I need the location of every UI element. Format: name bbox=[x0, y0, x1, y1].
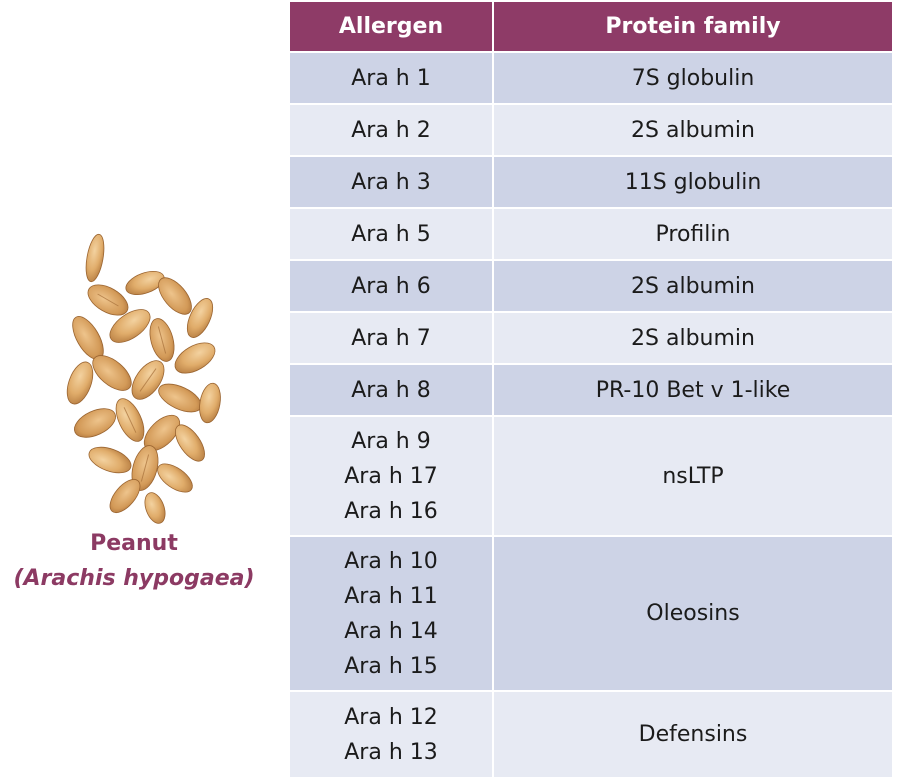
allergen-cell: Ara h 1 bbox=[290, 51, 494, 104]
allergen-cell: Ara h 8 bbox=[290, 363, 494, 416]
allergen-name: Ara h 17 bbox=[344, 463, 438, 489]
table-row: Ara h 2 2S albumin bbox=[290, 103, 892, 156]
allergen-cell: Ara h 7 bbox=[290, 311, 494, 364]
table-row: Ara h 12 Ara h 13 Defensins bbox=[290, 690, 892, 777]
allergen-cell: Ara h 5 bbox=[290, 207, 494, 260]
allergen-name: Ara h 6 bbox=[351, 273, 431, 299]
source-name: Peanut bbox=[90, 531, 178, 556]
table-header-row: Allergen Protein family bbox=[290, 2, 892, 52]
peanut-image bbox=[66, 233, 221, 524]
allergen-name: Ara h 8 bbox=[351, 377, 431, 403]
source-latin-name: (Arachis hypogaea) bbox=[13, 566, 255, 591]
allergen-name: Ara h 16 bbox=[344, 498, 438, 524]
table-row: Ara h 1 7S globulin bbox=[290, 51, 892, 104]
protein-family-cell: Profilin bbox=[493, 207, 892, 260]
protein-family-cell: 2S albumin bbox=[493, 311, 892, 364]
allergen-cell: Ara h 3 bbox=[290, 155, 494, 208]
allergen-table: Allergen Protein family Ara h 1 7S globu… bbox=[290, 2, 892, 777]
allergen-cell: Ara h 12 Ara h 13 bbox=[290, 690, 494, 777]
table-row: Ara h 8 PR-10 Bet v 1-like bbox=[290, 363, 892, 416]
allergen-name: Ara h 12 bbox=[344, 704, 438, 730]
allergen-name: Ara h 11 bbox=[344, 583, 438, 609]
allergen-name: Ara h 15 bbox=[344, 653, 438, 679]
allergen-cell: Ara h 10 Ara h 11 Ara h 14 Ara h 15 bbox=[290, 535, 494, 691]
allergen-name: Ara h 7 bbox=[351, 325, 431, 351]
allergen-cell: Ara h 6 bbox=[290, 259, 494, 312]
allergen-cell: Ara h 2 bbox=[290, 103, 494, 156]
table-row: Ara h 7 2S albumin bbox=[290, 311, 892, 364]
protein-family-cell: PR-10 Bet v 1-like bbox=[493, 363, 892, 416]
header-protein-family: Protein family bbox=[493, 2, 892, 52]
header-allergen: Allergen bbox=[290, 2, 494, 52]
protein-family-cell: Defensins bbox=[493, 690, 892, 777]
table-row: Ara h 9 Ara h 17 Ara h 16 nsLTP bbox=[290, 415, 892, 536]
allergen-name: Ara h 14 bbox=[344, 618, 438, 644]
protein-family-cell: 2S albumin bbox=[493, 103, 892, 156]
protein-family-cell: nsLTP bbox=[493, 415, 892, 536]
peanut-kernel-splits bbox=[97, 293, 167, 482]
protein-family-cell: 2S albumin bbox=[493, 259, 892, 312]
table-row: Ara h 10 Ara h 11 Ara h 14 Ara h 15 Oleo… bbox=[290, 535, 892, 691]
allergen-name: Ara h 9 bbox=[351, 428, 431, 454]
protein-family-cell: 11S globulin bbox=[493, 155, 892, 208]
allergen-cell: Ara h 9 Ara h 17 Ara h 16 bbox=[290, 415, 494, 536]
protein-family-cell: 7S globulin bbox=[493, 51, 892, 104]
peanut-kernels bbox=[66, 233, 221, 524]
allergen-name: Ara h 13 bbox=[344, 739, 438, 765]
protein-family-cell: Oleosins bbox=[493, 535, 892, 691]
allergen-name: Ara h 1 bbox=[351, 65, 431, 91]
allergen-name: Ara h 5 bbox=[351, 221, 431, 247]
allergen-name: Ara h 2 bbox=[351, 117, 431, 143]
table-row: Ara h 6 2S albumin bbox=[290, 259, 892, 312]
table-row: Ara h 3 11S globulin bbox=[290, 155, 892, 208]
allergen-name: Ara h 3 bbox=[351, 169, 431, 195]
table-row: Ara h 5 Profilin bbox=[290, 207, 892, 260]
allergen-name: Ara h 10 bbox=[344, 548, 438, 574]
